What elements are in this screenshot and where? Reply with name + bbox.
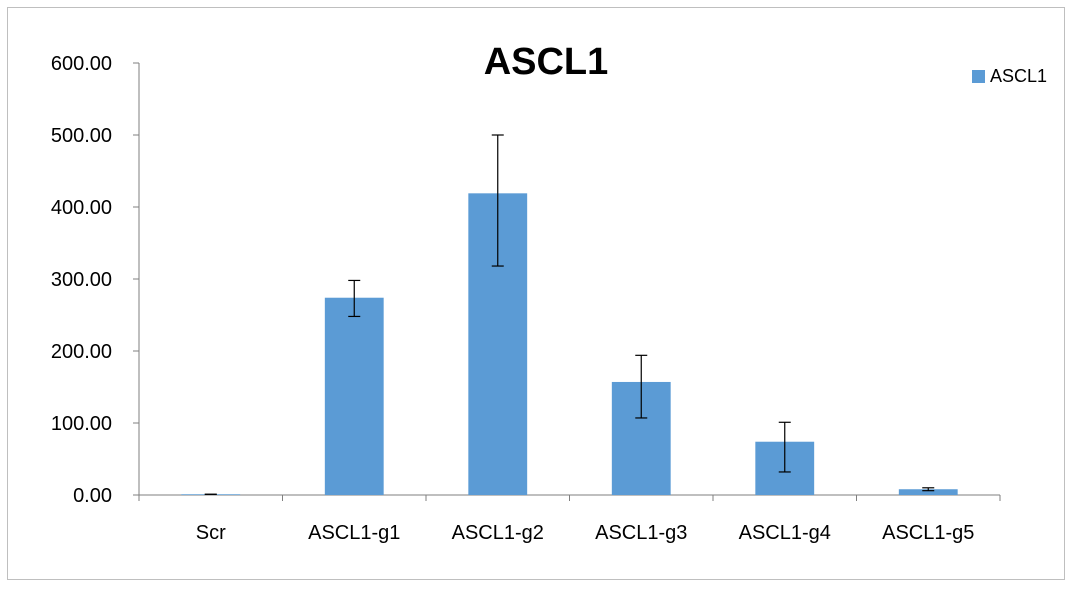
y-axis: 0.00 100.00 200.00 300.00 400.00 500.00 600.00	[51, 53, 140, 507]
y-tick-label: 500.00	[51, 125, 112, 147]
y-tick-label: 100.00	[51, 413, 112, 435]
y-tick-label: 200.00	[51, 341, 112, 363]
legend-label: ASCL1	[990, 66, 1047, 86]
x-tick-label: Scr	[196, 522, 226, 544]
legend-swatch	[972, 70, 985, 83]
legend: ASCL1	[972, 66, 1047, 86]
chart-border	[7, 7, 1065, 580]
x-tick-label: ASCL1-g2	[452, 522, 544, 544]
x-tick-label: ASCL1-g1	[308, 522, 400, 544]
bar	[324, 297, 384, 495]
x-tick-label: ASCL1-g5	[882, 522, 974, 544]
error-bars	[204, 134, 935, 495]
y-tick-label: 300.00	[51, 269, 112, 291]
bar	[898, 489, 958, 495]
error-bar	[778, 421, 791, 473]
x-tick-label: ASCL1-g4	[739, 522, 831, 544]
chart-title: ASCL1	[484, 41, 609, 83]
y-tick-label: 0.00	[73, 485, 112, 507]
error-bar	[491, 134, 504, 267]
error-bar	[922, 487, 935, 492]
error-bar	[635, 354, 648, 419]
error-bar	[348, 279, 361, 318]
x-tick-label: ASCL1-g3	[595, 522, 687, 544]
y-tick-label: 600.00	[51, 53, 112, 75]
x-axis: Scr ASCL1-g1 ASCL1-g2 ASCL1-g3 ASCL1-g4 ASCL1…	[138, 494, 1001, 544]
y-tick-label: 400.00	[51, 197, 112, 219]
